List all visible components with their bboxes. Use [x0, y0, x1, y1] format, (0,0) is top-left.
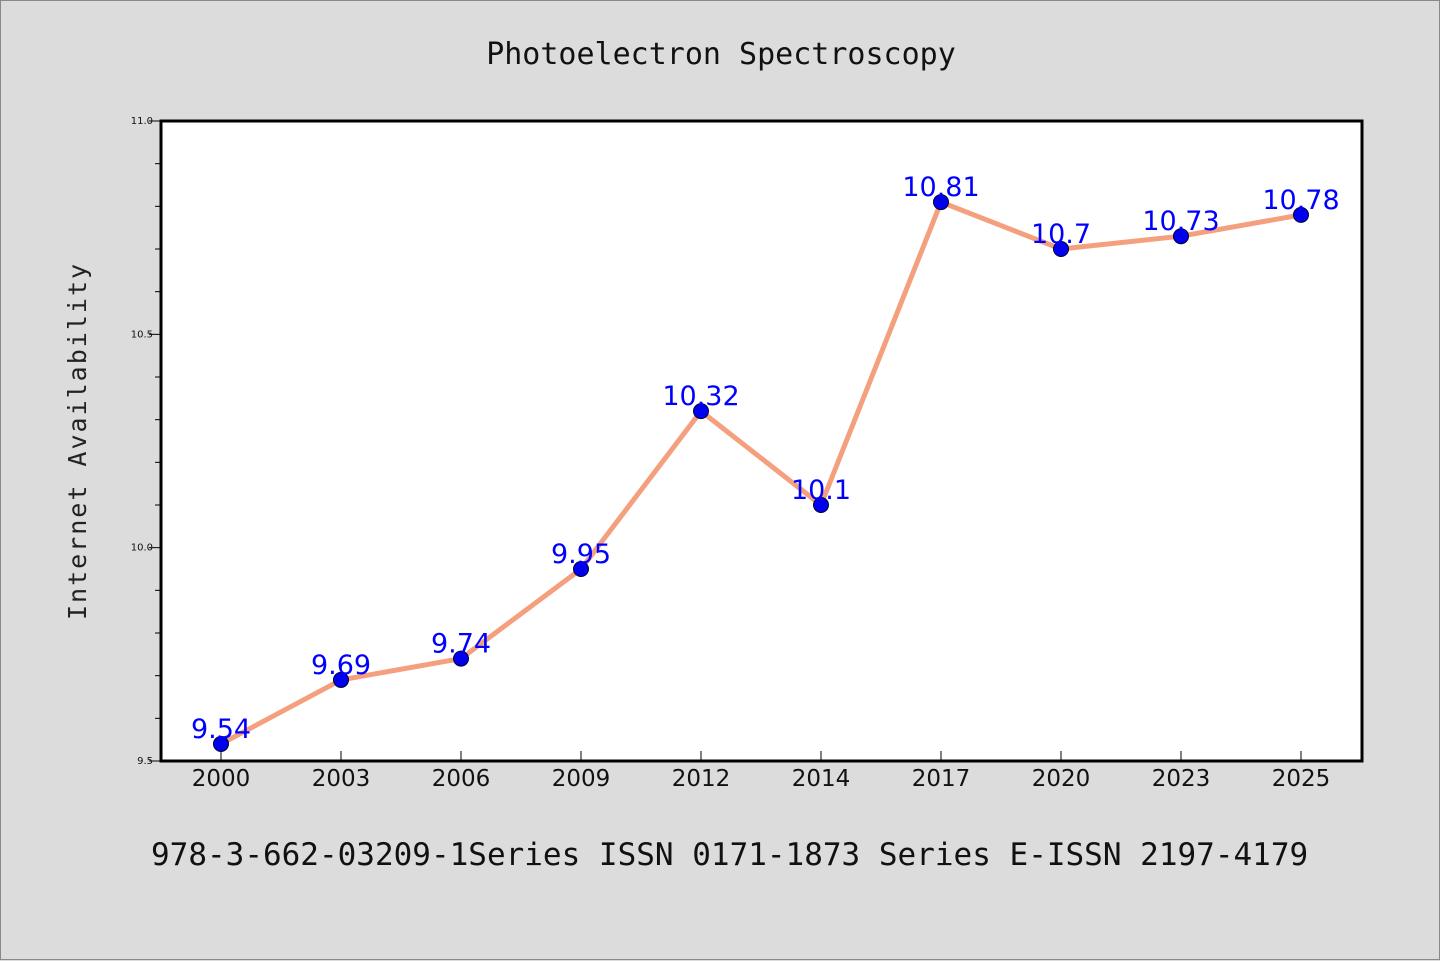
data-label: 10.7: [1031, 219, 1091, 250]
x-tick-label: 2023: [1152, 766, 1211, 792]
data-point: [213, 735, 229, 752]
data-label: 10.1: [791, 475, 851, 506]
data-label: 9.95: [551, 539, 611, 570]
data-point: [573, 561, 589, 577]
y-tick-label: 10.5: [131, 329, 153, 340]
plot-area: [159, 119, 1364, 763]
data-label: 10.32: [662, 381, 739, 412]
data-point: [1053, 241, 1069, 257]
y-axis: 9.5 10.0 10.5 11.0: [131, 116, 161, 767]
data-label: 9.54: [191, 714, 251, 745]
x-tick-label: 2012: [672, 766, 731, 792]
data-labels: 9.54 9.69 9.74 9.95 10.32 10.1 10.81 10.7 10.73 1…: [191, 172, 1340, 745]
x-tick-label: 2006: [432, 766, 491, 792]
data-label: 9.69: [311, 650, 371, 681]
y-tick-label: 9.5: [137, 756, 153, 767]
footer-text: 978-3-662-03209-1Series ISSN 0171-1873 S…: [151, 837, 1308, 873]
x-tick-label: 2017: [912, 766, 971, 792]
x-tick-label: 2009: [552, 766, 611, 792]
y-tick-label: 11.0: [131, 116, 153, 127]
x-axis: 2000 2003 2006 2009 2012 2014 2017 2020 2023 2025: [192, 751, 1331, 792]
x-tick-label: 2025: [1272, 766, 1331, 792]
data-point: [1173, 228, 1189, 245]
data-label: 10.73: [1142, 206, 1219, 237]
data-label: 9.74: [431, 629, 491, 660]
y-axis-label: Internet Availability: [63, 262, 92, 620]
x-tick-label: 2020: [1032, 766, 1091, 792]
series-markers: [213, 194, 1309, 752]
data-point: [693, 403, 709, 420]
data-point: [333, 671, 349, 688]
data-point: [933, 194, 949, 211]
x-tick-label: 2000: [192, 766, 251, 792]
y-tick-label: 10.0: [131, 543, 153, 554]
series-line: [219, 199, 1302, 747]
chart-title: Photoelectron Spectroscopy: [486, 37, 956, 72]
data-label: 10.81: [902, 172, 979, 203]
x-tick-label: 2014: [792, 766, 851, 792]
x-tick-label: 2003: [312, 766, 371, 792]
data-point: [813, 497, 829, 513]
data-point: [453, 650, 469, 667]
data-point: [1293, 206, 1309, 223]
data-label: 10.78: [1262, 185, 1339, 216]
